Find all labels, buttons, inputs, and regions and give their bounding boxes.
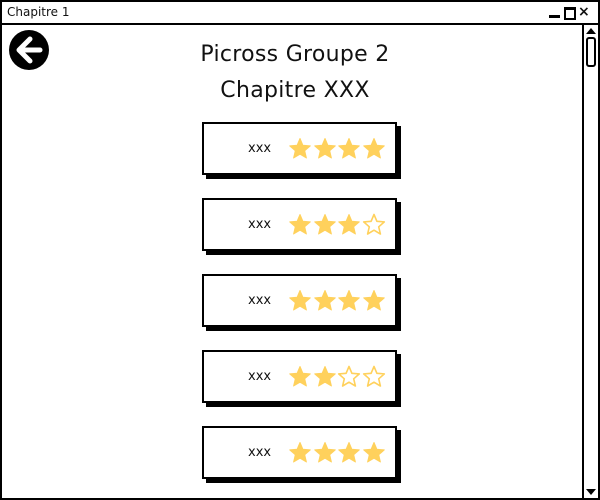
level-label: xxx	[248, 445, 272, 460]
star-rating	[288, 137, 386, 160]
star-empty-icon	[362, 213, 385, 235]
star-filled-icon	[362, 442, 385, 463]
level-card[interactable]: xxx	[202, 350, 397, 403]
page-subtitle: Chapitre XXX	[220, 78, 370, 103]
close-button[interactable]: ×	[578, 3, 592, 20]
scroll-up-icon[interactable]	[586, 28, 596, 34]
star-empty-icon	[337, 365, 361, 387]
star-filled-icon	[289, 214, 311, 235]
minimize-button[interactable]	[548, 6, 562, 20]
star-filled-icon	[338, 214, 360, 235]
star-empty-icon	[362, 365, 385, 387]
scroll-down-icon[interactable]	[586, 489, 596, 495]
star-filled-icon	[289, 442, 311, 463]
star-filled-icon	[313, 442, 336, 463]
arrow-left-circle-icon	[9, 30, 49, 70]
star-filled-icon	[362, 138, 385, 159]
scroll-thumb[interactable]	[586, 37, 596, 67]
star-filled-icon	[362, 290, 385, 311]
level-card[interactable]: xxx	[202, 274, 397, 327]
minimize-icon	[549, 14, 560, 18]
star-rating	[288, 213, 386, 236]
level-card[interactable]: xxx	[202, 122, 397, 175]
close-icon: ×	[578, 3, 590, 20]
maximize-icon	[564, 6, 576, 20]
level-card[interactable]: xxx	[202, 198, 397, 251]
level-card[interactable]: xxx	[202, 426, 397, 479]
level-label: xxx	[248, 141, 272, 156]
star-filled-icon	[338, 442, 360, 463]
star-rating	[288, 441, 386, 464]
star-filled-icon	[313, 366, 336, 387]
star-filled-icon	[313, 214, 336, 235]
back-button[interactable]	[8, 29, 50, 71]
maximize-button[interactable]	[563, 6, 577, 20]
star-filled-icon	[313, 290, 336, 311]
level-label: xxx	[248, 217, 272, 232]
star-filled-icon	[289, 138, 311, 159]
star-filled-icon	[313, 138, 336, 159]
star-filled-icon	[338, 290, 360, 311]
page-title: Picross Groupe 2	[200, 42, 390, 67]
window-controls: ×	[547, 3, 592, 20]
vertical-scrollbar[interactable]	[582, 25, 598, 498]
star-filled-icon	[289, 290, 311, 311]
star-rating	[288, 289, 386, 312]
star-filled-icon	[338, 138, 360, 159]
star-rating	[288, 365, 386, 388]
window-title: Chapitre 1	[7, 5, 70, 19]
main-content: Picross Groupe 2 Chapitre XXX xxx xxx xxx x…	[2, 25, 584, 498]
star-filled-icon	[289, 366, 311, 387]
title-bar: Chapitre 1 ×	[2, 2, 598, 25]
level-label: xxx	[248, 369, 272, 384]
level-label: xxx	[248, 293, 272, 308]
